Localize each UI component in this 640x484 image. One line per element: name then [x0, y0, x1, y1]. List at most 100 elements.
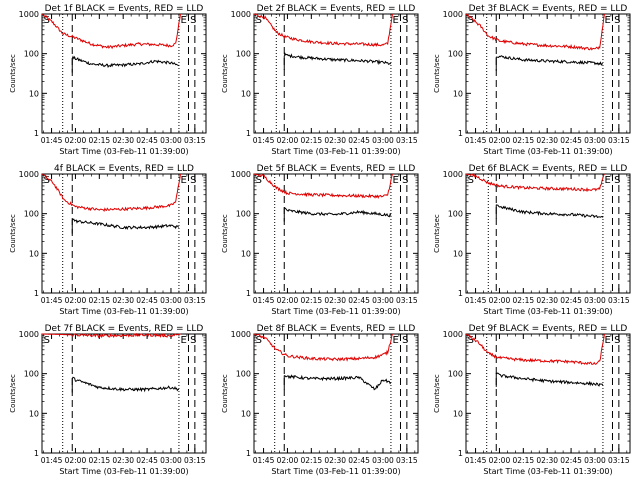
x-tick-label: 01:45 [253, 296, 275, 305]
y-tick-label: 10 [29, 409, 39, 418]
y-tick-label: 10 [453, 249, 463, 258]
annotation-label: S [44, 15, 50, 26]
annotation-label: E [181, 15, 187, 26]
y-axis-label: Counts/sec [9, 214, 17, 253]
y-tick-label: 10 [453, 89, 463, 98]
annotation-label: E [181, 175, 187, 186]
x-tick-label: 02:15 [513, 456, 535, 465]
x-tick-label: 03:00 [584, 456, 606, 465]
x-tick-label: 02:45 [136, 456, 158, 465]
chart-panel: Det 5f BLACK = Events, RED = LLD Start Ti… [221, 164, 419, 316]
events-series-line [283, 52, 392, 66]
plot-frame [41, 173, 207, 294]
x-tick-label: 01:45 [41, 296, 63, 305]
chart-panel: Det 3f BLACK = Events, RED = LLD Start Ti… [433, 4, 631, 156]
events-series-line [72, 218, 180, 231]
plot-frame [41, 333, 207, 454]
x-tick-label: 01:45 [465, 296, 487, 305]
y-tick-label: 1 [246, 449, 251, 458]
chart-title: Det 9f BLACK = Events, RED = LLD [469, 324, 628, 334]
chart-title: Det 5f BLACK = Events, RED = LLD [257, 164, 416, 174]
events-series-line [71, 376, 179, 393]
y-axis-label: Counts/sec [433, 54, 441, 93]
chart-panel: Det 9f BLACK = Events, RED = LLD Start Ti… [433, 324, 631, 476]
events-series-line [284, 374, 392, 391]
chart-title: 4f BLACK = Events, RED = LLD [54, 164, 194, 174]
x-tick-label: 02:00 [489, 136, 511, 145]
chart-title: Det 7f BLACK = Events, RED = LLD [45, 324, 204, 334]
x-tick-label: 02:15 [301, 136, 323, 145]
chart-title: Det 6f BLACK = Events, RED = LLD [469, 164, 628, 174]
annotation-label: E [605, 335, 611, 346]
x-tick-label: 02:30 [536, 456, 558, 465]
y-tick-label: 1 [34, 129, 39, 138]
x-tick-label: 02:30 [324, 296, 346, 305]
x-tick-label: 02:45 [560, 456, 582, 465]
y-axis-label: Counts/sec [9, 54, 17, 93]
x-tick-label: 02:45 [136, 296, 158, 305]
x-axis-label: Start Time (03-Feb-11 01:39:00) [483, 147, 612, 156]
x-tick-label: 02:45 [348, 456, 370, 465]
annotation-label: S [256, 335, 262, 346]
lld-series-line [42, 332, 181, 339]
annotation-label: S [614, 335, 620, 346]
plot-frame [253, 333, 419, 454]
y-tick-label: 100 [448, 50, 463, 59]
lld-series-line [253, 172, 393, 200]
x-tick-label: 02:15 [513, 296, 535, 305]
plot-frame [253, 173, 419, 294]
x-axis-label: Start Time (03-Feb-11 01:39:00) [271, 467, 400, 476]
y-tick-label: 1 [34, 289, 39, 298]
x-tick-label: 02:15 [89, 296, 111, 305]
x-axis-label: Start Time (03-Feb-11 01:39:00) [483, 307, 612, 316]
x-axis-label: Start Time (03-Feb-11 01:39:00) [59, 467, 188, 476]
x-axis-label: Start Time (03-Feb-11 01:39:00) [271, 307, 400, 316]
y-tick-label: 10 [241, 249, 251, 258]
x-tick-label: 02:30 [112, 136, 134, 145]
y-tick-label: 100 [448, 210, 463, 219]
x-tick-label: 02:00 [65, 136, 87, 145]
y-tick-label: 1000 [443, 330, 463, 339]
x-tick-label: 02:45 [348, 296, 370, 305]
y-tick-label: 1 [34, 449, 39, 458]
x-tick-label: 02:00 [65, 456, 87, 465]
plot-frame [465, 333, 631, 454]
x-tick-label: 03:15 [608, 296, 630, 305]
x-tick-label: 02:00 [489, 456, 511, 465]
annotation-label: S [402, 335, 408, 346]
chart-title: Det 3f BLACK = Events, RED = LLD [469, 4, 628, 14]
annotation-label: S [468, 335, 474, 346]
events-series-line [284, 207, 392, 218]
x-tick-label: 02:30 [324, 456, 346, 465]
annotation-label: S [256, 15, 262, 26]
lld-series-line [41, 13, 181, 50]
chart-panel: Det 2f BLACK = Events, RED = LLD Start Ti… [221, 4, 419, 156]
x-tick-label: 03:00 [372, 296, 394, 305]
y-tick-label: 100 [236, 370, 251, 379]
events-series-line [496, 55, 604, 66]
x-tick-label: 01:45 [253, 456, 275, 465]
events-series-line [496, 204, 604, 219]
plot-frame [465, 173, 631, 294]
x-tick-label: 03:00 [160, 136, 182, 145]
lld-series-line [41, 173, 181, 212]
x-tick-label: 01:45 [465, 456, 487, 465]
y-tick-label: 1000 [19, 10, 39, 19]
x-tick-label: 02:15 [89, 456, 111, 465]
lld-series-line [465, 13, 605, 51]
x-axis-label: Start Time (03-Feb-11 01:39:00) [271, 147, 400, 156]
x-tick-label: 01:45 [41, 136, 63, 145]
x-tick-label: 03:15 [608, 136, 630, 145]
x-axis-label: Start Time (03-Feb-11 01:39:00) [483, 467, 612, 476]
lld-series-line [253, 13, 393, 47]
annotation-label: S [468, 15, 474, 26]
x-tick-label: 03:00 [372, 136, 394, 145]
y-axis-label: Counts/sec [221, 54, 229, 93]
annotation-label: S [44, 175, 50, 186]
y-tick-label: 1 [458, 289, 463, 298]
x-tick-label: 03:15 [396, 296, 418, 305]
x-tick-label: 02:15 [301, 296, 323, 305]
y-tick-label: 1000 [231, 170, 251, 179]
